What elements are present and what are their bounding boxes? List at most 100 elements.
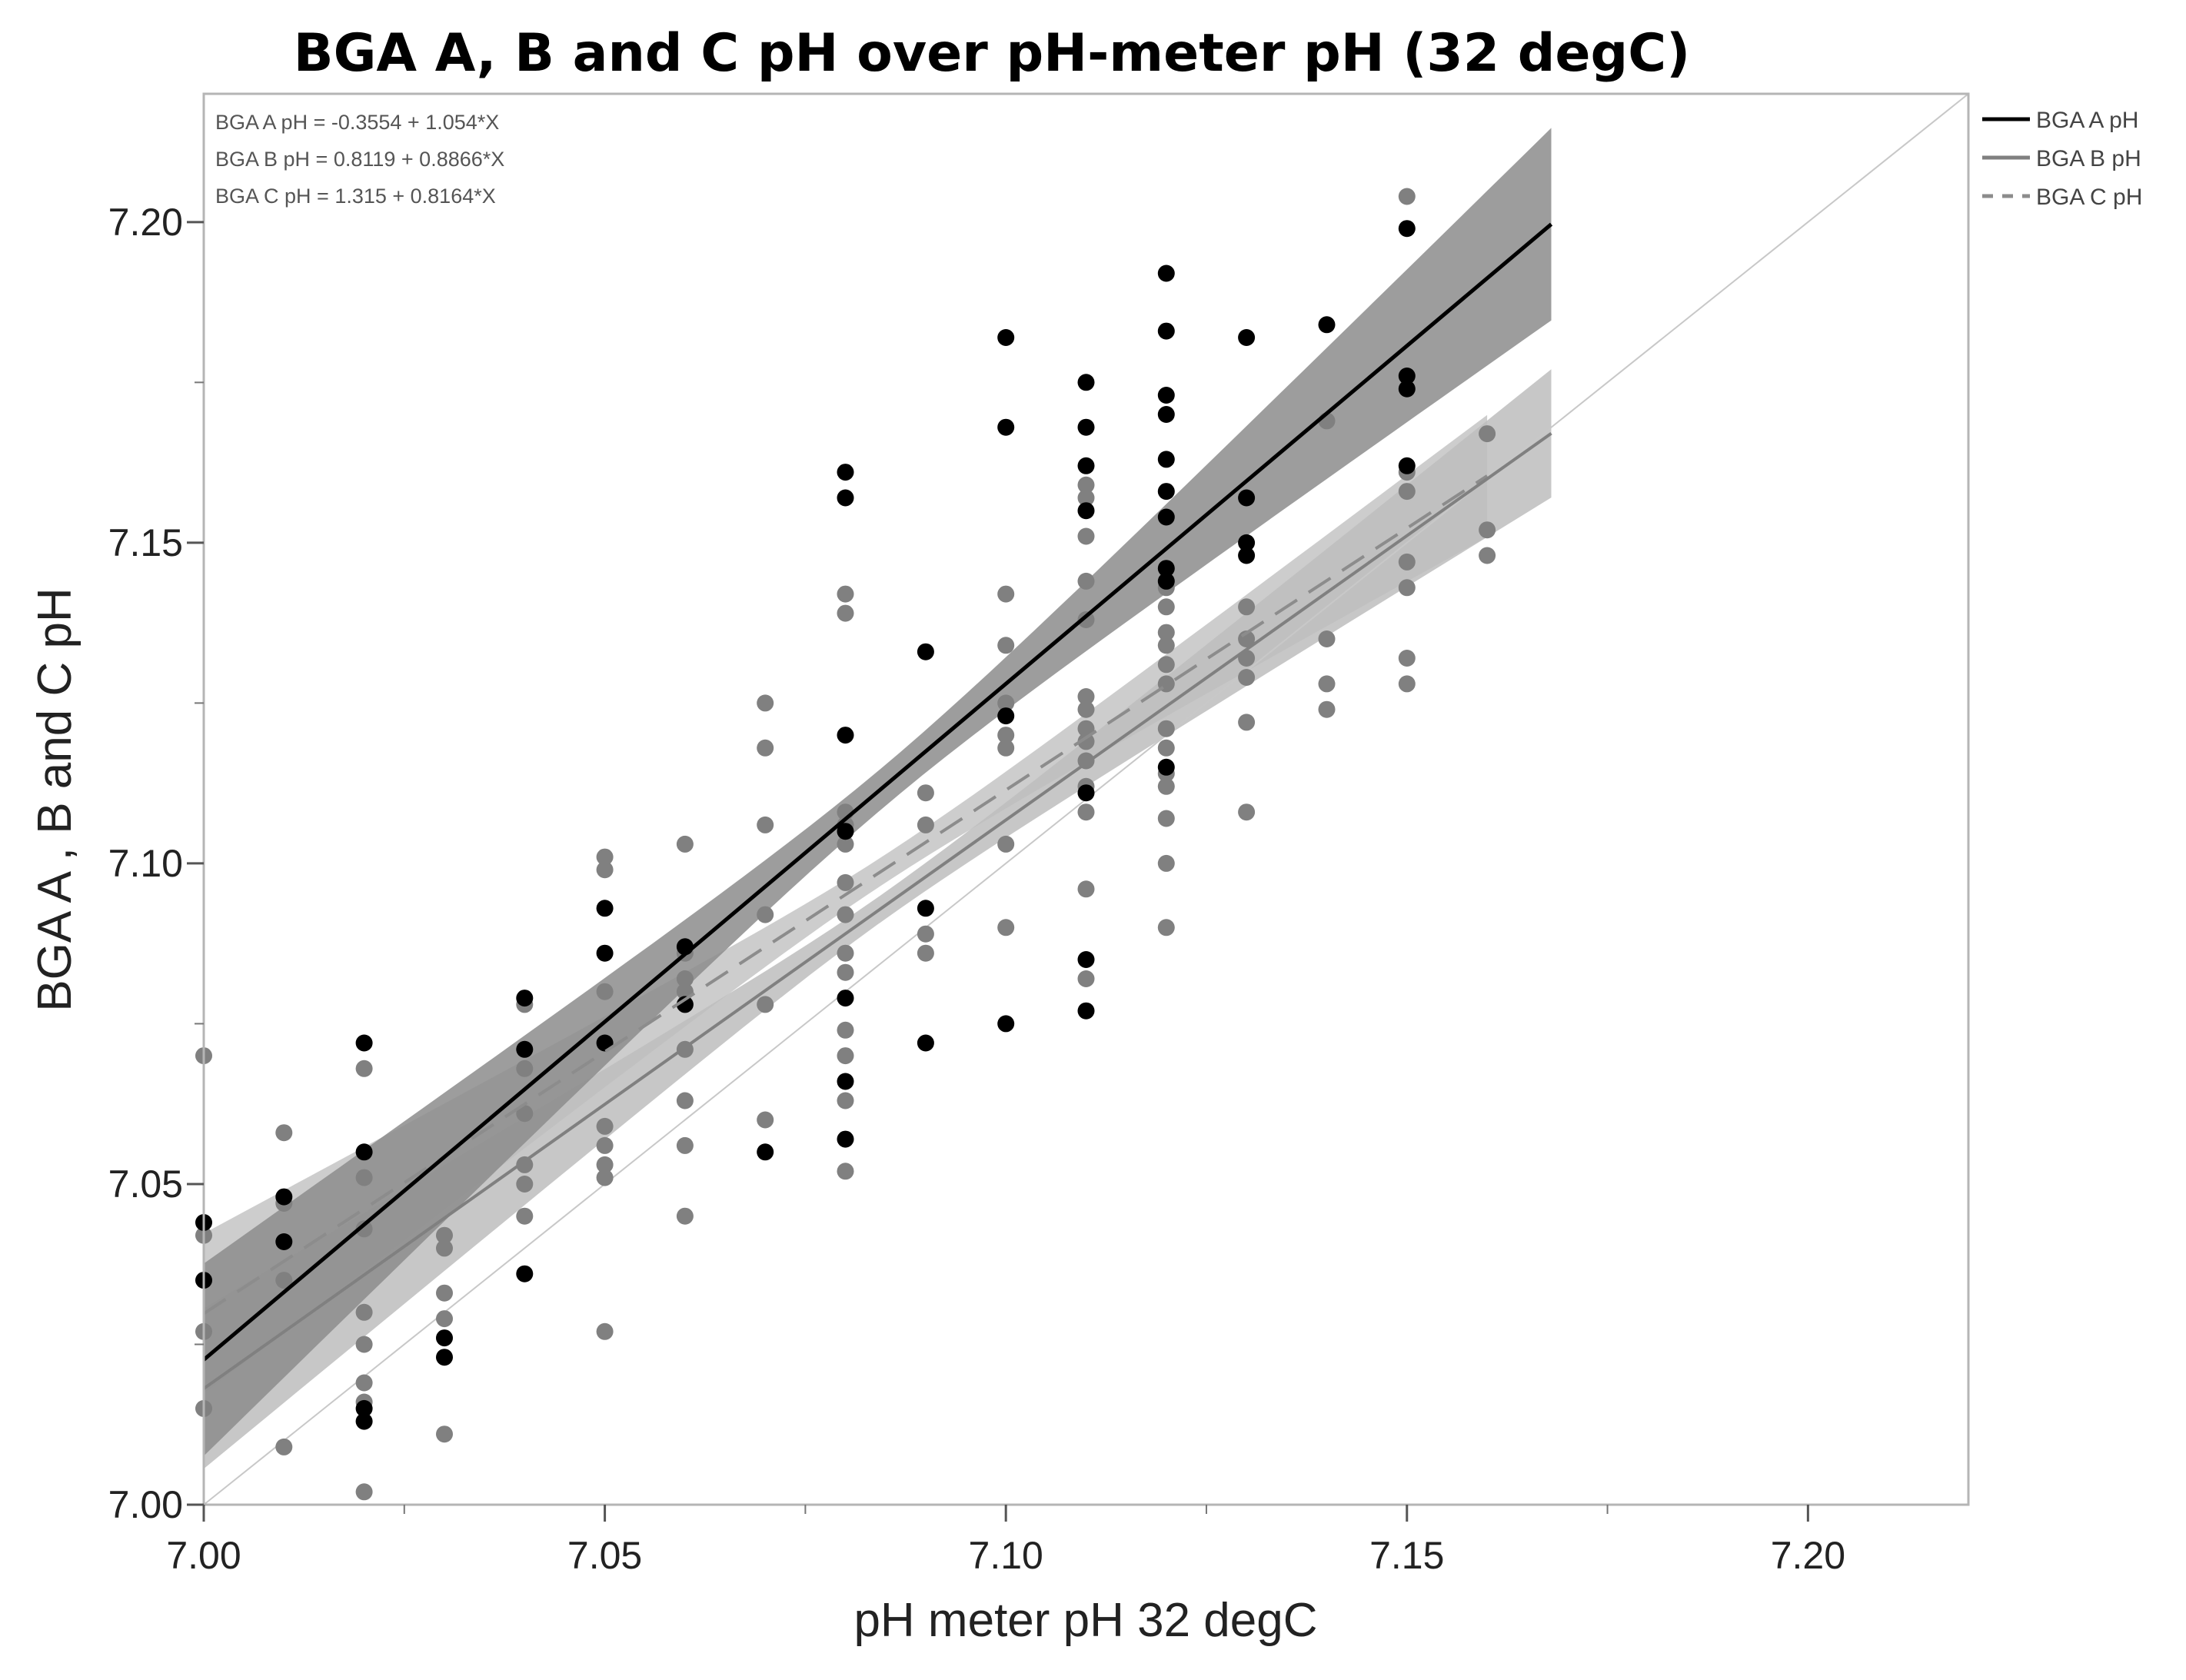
point-bga-b-ph (596, 1322, 614, 1340)
point-bga-a-ph (1157, 758, 1175, 776)
plot-frame (202, 92, 1970, 1506)
data-points (195, 188, 1496, 1501)
point-bga-b-ph (837, 604, 854, 622)
fit-line-bga-b-ph (202, 432, 1552, 1390)
point-bga-b-ph (596, 848, 614, 866)
legend-label-bga-c-ph: BGA C pH (2036, 185, 2142, 210)
point-bga-b-ph (1318, 700, 1336, 718)
equation-bga-b: BGA B pH = 0.8119 + 0.8866*X (215, 148, 504, 171)
point-bga-b-ph (355, 1336, 373, 1353)
point-bga-b-ph (1479, 547, 1496, 564)
point-bga-a-ph (1398, 220, 1416, 238)
point-bga-b-ph (757, 1111, 774, 1129)
point-bga-a-ph (1157, 387, 1175, 404)
point-bga-a-ph (1077, 502, 1095, 520)
point-bga-b-ph (1238, 598, 1256, 616)
point-bga-a-ph (1157, 483, 1175, 501)
point-bga-b-ph (997, 727, 1015, 744)
point-bga-b-ph (1157, 810, 1175, 827)
point-bga-b-ph (837, 1047, 854, 1065)
point-bga-a-ph (275, 1188, 293, 1206)
point-bga-b-ph (997, 835, 1015, 853)
x-axis-title: pH meter pH 32 degC (853, 1594, 1317, 1647)
point-bga-a-ph (676, 996, 694, 1013)
point-bga-b-ph (1238, 669, 1256, 686)
point-bga-b-ph (275, 1272, 293, 1289)
point-bga-b-ph (1077, 880, 1095, 898)
point-bga-b-ph (436, 1226, 453, 1244)
point-bga-b-ph (1398, 650, 1416, 667)
point-bga-b-ph (837, 1092, 854, 1109)
point-bga-b-ph (837, 1163, 854, 1180)
point-bga-b-ph (355, 1169, 373, 1186)
point-bga-b-ph (1157, 637, 1175, 654)
point-bga-a-ph (1157, 560, 1175, 577)
point-bga-b-ph (1077, 476, 1095, 494)
point-bga-b-ph (1157, 739, 1175, 757)
x-tick-label: 7.05 (567, 1534, 642, 1577)
axes: 7.00 7.05 7.10 7.15 7.20 7.00 7.05 7.10 7.15 7.20 (108, 201, 1845, 1577)
point-bga-a-ph (997, 707, 1015, 725)
point-bga-a-ph (275, 1233, 293, 1250)
point-bga-b-ph (1479, 521, 1496, 539)
point-bga-b-ph (1479, 425, 1496, 443)
point-bga-a-ph (997, 1015, 1015, 1033)
point-bga-b-ph (837, 963, 854, 981)
point-bga-b-ph (1398, 579, 1416, 597)
point-bga-a-ph (1077, 784, 1095, 802)
point-bga-a-ph (757, 1143, 774, 1161)
point-bga-b-ph (275, 1438, 293, 1455)
point-bga-b-ph (516, 1060, 534, 1077)
point-bga-b-ph (757, 906, 774, 923)
point-bga-a-ph (1238, 489, 1256, 507)
point-bga-a-ph (436, 1349, 453, 1366)
point-bga-a-ph (1077, 1002, 1095, 1020)
point-bga-b-ph (1077, 527, 1095, 545)
point-bga-b-ph (516, 1156, 534, 1173)
point-bga-b-ph (676, 1136, 694, 1154)
fit-lines (202, 222, 1553, 1390)
point-bga-b-ph (596, 1156, 614, 1173)
point-bga-b-ph (757, 694, 774, 712)
point-bga-b-ph (596, 983, 614, 1000)
point-bga-b-ph (275, 1124, 293, 1142)
point-bga-a-ph (997, 329, 1015, 346)
point-bga-a-ph (355, 1399, 373, 1417)
y-tick-label: 7.10 (108, 842, 183, 885)
point-bga-a-ph (436, 1329, 453, 1347)
point-bga-b-ph (837, 906, 854, 923)
point-bga-b-ph (917, 816, 934, 833)
point-bga-b-ph (997, 637, 1015, 654)
y-tick-label: 7.20 (108, 201, 183, 244)
point-bga-b-ph (676, 835, 694, 853)
point-bga-a-ph (917, 900, 934, 917)
point-bga-b-ph (1157, 656, 1175, 674)
equation-bga-a: BGA A pH = -0.3554 + 1.054*X (215, 111, 499, 134)
point-bga-a-ph (837, 1130, 854, 1148)
point-bga-b-ph (355, 1374, 373, 1392)
fit-line-bga-c-ph (202, 474, 1489, 1316)
point-bga-b-ph (1077, 688, 1095, 705)
point-bga-a-ph (1238, 547, 1256, 564)
point-bga-b-ph (1077, 733, 1095, 750)
x-tick-label: 7.00 (166, 1534, 241, 1577)
point-bga-b-ph (676, 970, 694, 987)
point-bga-b-ph (837, 585, 854, 603)
legend: BGA A pH BGA B pH BGA C pH (1982, 108, 2142, 210)
point-bga-b-ph (596, 1117, 614, 1135)
y-tick-label: 7.05 (108, 1163, 183, 1206)
point-bga-b-ph (1238, 714, 1256, 731)
point-bga-b-ph (917, 925, 934, 943)
point-bga-a-ph (1077, 374, 1095, 391)
x-tick-label: 7.10 (969, 1534, 1043, 1577)
point-bga-a-ph (1318, 316, 1336, 334)
point-bga-a-ph (1077, 418, 1095, 436)
point-bga-b-ph (757, 739, 774, 757)
point-bga-a-ph (1157, 508, 1175, 526)
point-bga-b-ph (837, 835, 854, 853)
point-bga-b-ph (676, 1207, 694, 1225)
point-bga-b-ph (1398, 483, 1416, 501)
point-bga-b-ph (1157, 777, 1175, 795)
point-bga-b-ph (436, 1239, 453, 1257)
